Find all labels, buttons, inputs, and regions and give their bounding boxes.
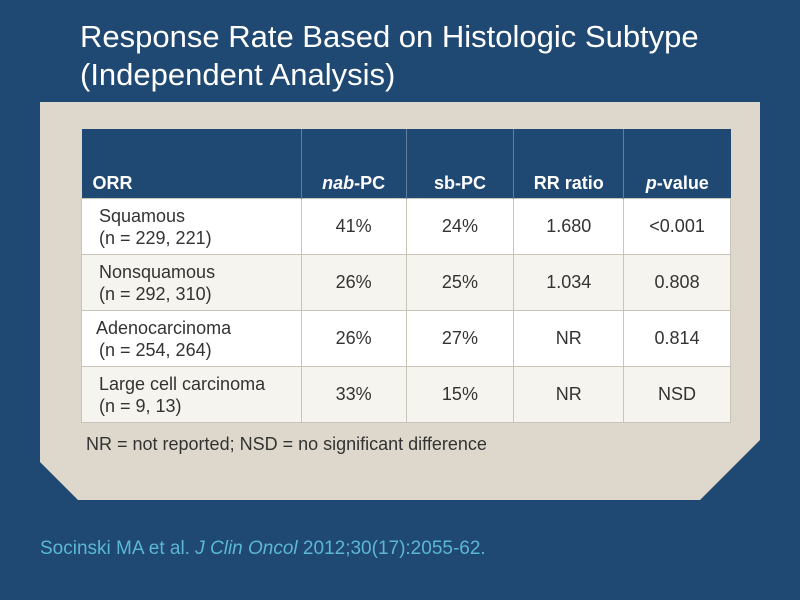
table-row: Nonsquamous (n = 292, 310) 26% 25% 1.034 … bbox=[81, 254, 731, 311]
table-row: Adenocarcinoma (n = 254, 264) 26% 27% NR … bbox=[81, 310, 731, 367]
cell-p-value: 0.808 bbox=[623, 254, 731, 311]
cell-rr-ratio: 1.034 bbox=[513, 254, 625, 311]
sample-size: (n = 229, 221) bbox=[99, 227, 212, 248]
cell-nab-pc: 26% bbox=[300, 310, 407, 367]
sample-size: (n = 292, 310) bbox=[99, 283, 212, 304]
header-p-value: p-value bbox=[623, 129, 731, 199]
cell-sb-pc: 24% bbox=[405, 198, 515, 255]
cell-p-value: 0.814 bbox=[623, 310, 731, 367]
table-footnote: NR = not reported; NSD = no significant … bbox=[86, 434, 487, 454]
citation-authors: Socinski MA et al. bbox=[40, 538, 196, 559]
cell-rr-ratio: 1.680 bbox=[513, 198, 625, 255]
cell-sb-pc: 27% bbox=[405, 310, 515, 367]
sample-size: (n = 9, 13) bbox=[99, 395, 182, 416]
row-label: Large cell carcinoma (n = 9, 13) bbox=[81, 366, 302, 423]
table-row: Large cell carcinoma (n = 9, 13) 33% 15% … bbox=[81, 366, 731, 423]
title-line-1: Response Rate Based on Histologic Subtyp… bbox=[80, 19, 699, 54]
sample-size: (n = 254, 264) bbox=[99, 339, 212, 360]
title-line-2: (Independent Analysis) bbox=[80, 57, 396, 92]
cell-sb-pc: 25% bbox=[405, 254, 515, 311]
row-label: Squamous (n = 229, 221) bbox=[81, 198, 302, 255]
header-nab-pc: nab-PC bbox=[301, 129, 407, 199]
citation-details: 2012;30(17):2055-62. bbox=[297, 538, 486, 559]
cell-sb-pc: 15% bbox=[405, 366, 515, 423]
subtype-name: Nonsquamous bbox=[99, 261, 216, 282]
subtype-name: Squamous bbox=[99, 205, 186, 226]
table-header-row: ORR nab-PC sb-PC RR ratio p-value bbox=[81, 129, 731, 199]
cell-rr-ratio: NR bbox=[513, 310, 625, 367]
header-rr-ratio: RR ratio bbox=[513, 129, 625, 199]
row-label: Nonsquamous (n = 292, 310) bbox=[81, 254, 302, 311]
header-orr: ORR bbox=[81, 129, 302, 199]
header-sb-pc: sb-PC bbox=[406, 129, 515, 199]
slide-title: Response Rate Based on Histologic Subtyp… bbox=[80, 18, 780, 94]
cell-p-value: NSD bbox=[623, 366, 731, 423]
subtype-name: Adenocarcinoma bbox=[96, 317, 232, 338]
cell-nab-pc: 41% bbox=[300, 198, 407, 255]
cell-rr-ratio: NR bbox=[513, 366, 625, 423]
cell-p-value: <0.001 bbox=[623, 198, 731, 255]
cell-nab-pc: 26% bbox=[300, 254, 407, 311]
orr-table: ORR nab-PC sb-PC RR ratio p-value Squamo… bbox=[81, 129, 731, 423]
subtype-name: Large cell carcinoma bbox=[99, 373, 266, 394]
cell-nab-pc: 33% bbox=[300, 366, 407, 423]
citation-journal: J Clin Oncol bbox=[195, 538, 298, 559]
row-label: Adenocarcinoma (n = 254, 264) bbox=[81, 310, 302, 367]
citation: Socinski MA et al. J Clin Oncol 2012;30(… bbox=[40, 538, 486, 560]
table-row: Squamous (n = 229, 221) 41% 24% 1.680 <0.… bbox=[81, 198, 731, 255]
